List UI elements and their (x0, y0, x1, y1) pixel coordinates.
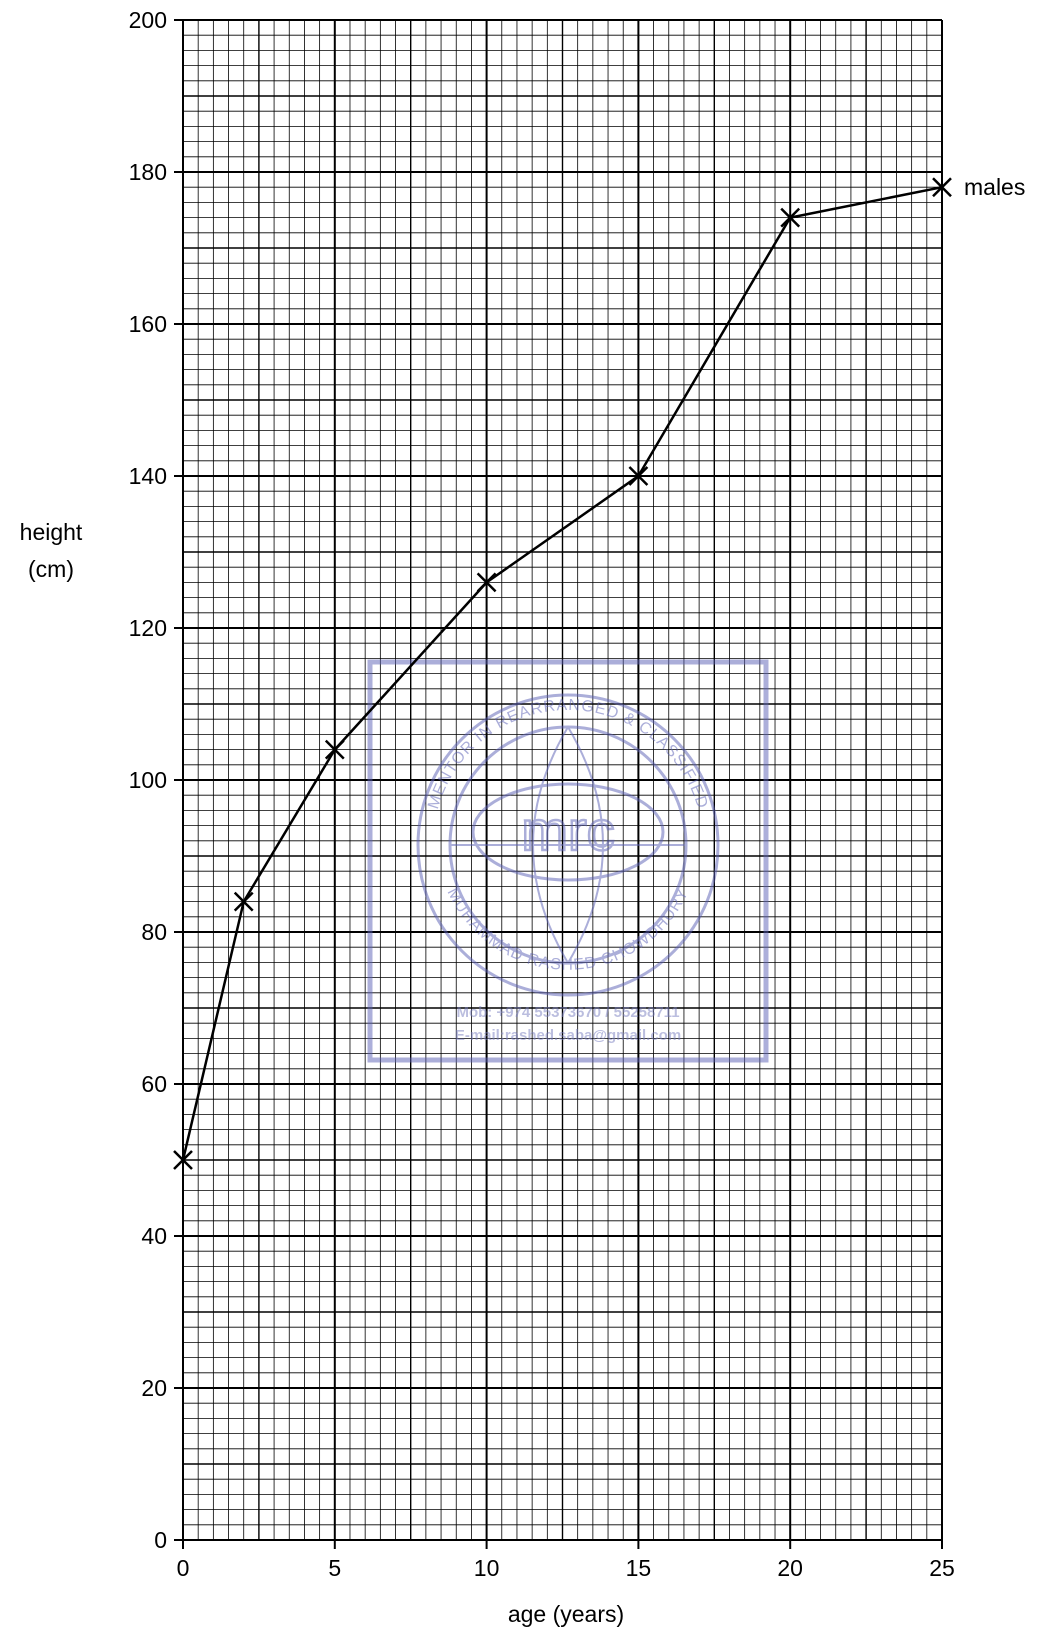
grid-major (182, 19, 943, 1541)
data-point-marker (780, 207, 801, 228)
series-layer: males (173, 174, 1025, 1170)
x-axis-ticks: 0 5 10 15 20 25 (177, 1540, 955, 1581)
data-point-marker (233, 891, 254, 912)
y-tick-label: 120 (129, 615, 167, 641)
y-axis-ticks: 0 20 40 60 80 100 120 140 160 180 200 (129, 7, 183, 1553)
data-point-marker (932, 177, 952, 198)
watermark-mobile: Mob: +974 55373670 / 55258711 (456, 1004, 679, 1021)
watermark-ring-bottom: MUHAMMAD RASHED CHOWDHURY (444, 885, 693, 973)
y-tick-label: 200 (129, 7, 167, 33)
y-tick-label: 180 (129, 159, 167, 185)
y-tick-label: 160 (129, 311, 167, 337)
watermark-ring-top: MENTOR IN REARRANGED & CLASSIFIED (425, 697, 711, 811)
watermark-outer-ring (416, 693, 720, 997)
watermark-email: E-mail:rashed.saba@gmail.com (455, 1027, 681, 1044)
y-axis-title-line2: (cm) (28, 556, 74, 582)
watermark-stamp: MENTOR IN REARRANGED & CLASSIFIED MUHAMM… (367, 659, 769, 1063)
x-axis-title: age (years) (508, 1601, 624, 1627)
y-tick-label: 100 (129, 767, 167, 793)
x-tick-label: 5 (328, 1555, 341, 1581)
y-tick-label: 140 (129, 463, 167, 489)
x-tick-label: 15 (626, 1555, 652, 1581)
data-point-marker (476, 572, 497, 593)
watermark-logo-text: mrc (521, 799, 614, 862)
x-tick-label: 10 (474, 1555, 500, 1581)
x-tick-label: 25 (929, 1555, 955, 1581)
data-point-marker (324, 739, 345, 760)
x-tick-label: 20 (777, 1555, 803, 1581)
y-tick-label: 0 (154, 1527, 167, 1553)
y-axis-title-line1: height (20, 519, 83, 545)
data-point-marker (628, 466, 649, 486)
x-tick-label: 0 (177, 1555, 190, 1581)
y-tick-label: 80 (141, 919, 167, 945)
series-label: males (964, 174, 1025, 200)
y-tick-label: 20 (141, 1375, 167, 1401)
watermark-globe-meridian (450, 726, 686, 964)
data-point-marker (173, 1150, 193, 1170)
y-tick-label: 40 (141, 1223, 167, 1249)
y-tick-label: 60 (141, 1071, 167, 1097)
watermark-globe-ellipse (471, 782, 665, 882)
watermark-frame (367, 659, 769, 1063)
